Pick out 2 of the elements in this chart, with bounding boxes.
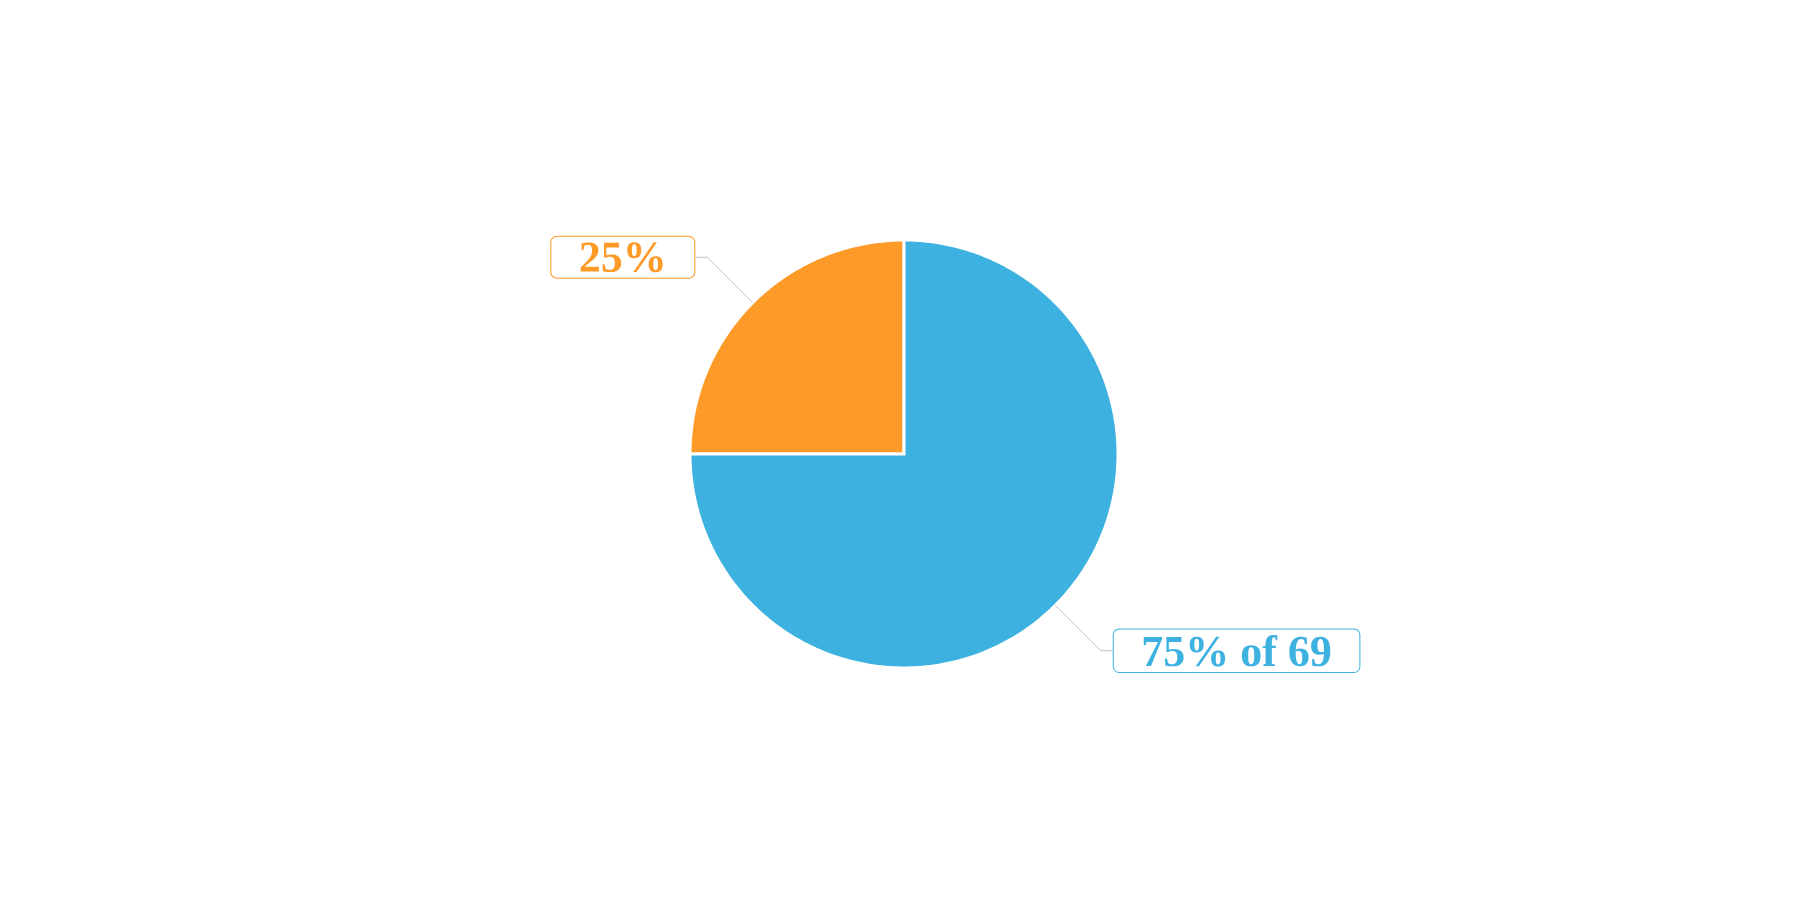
data-label: 75% of 69 [1143, 634, 1331, 667]
data-label: 25% [580, 242, 663, 273]
